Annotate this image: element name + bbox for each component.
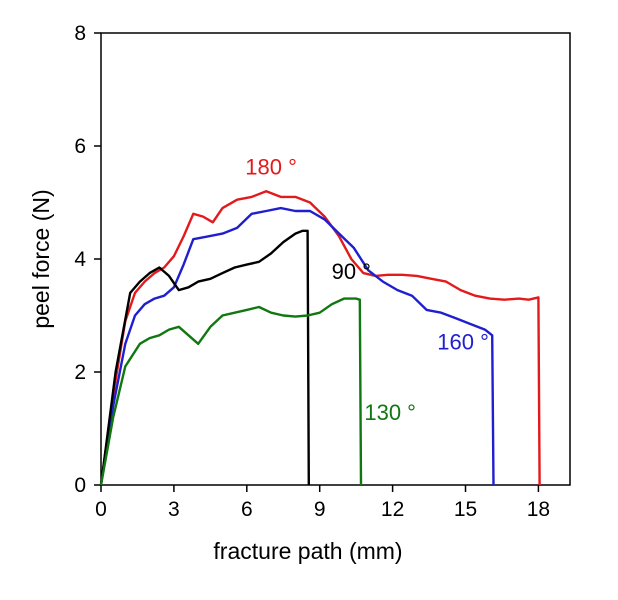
series-label: 160 ° [437,329,489,354]
y-tick-label: 0 [74,474,86,497]
y-tick-label: 6 [74,135,86,158]
series-line-2 [99,229,310,486]
series-labels: 180 ° 160 ° 90 ° 130 ° [245,154,489,425]
y-tick-label: 4 [74,248,86,271]
series-line-0 [99,189,541,486]
series-line-3 [99,297,363,486]
y-axis: 0 2 4 6 8 [74,22,101,497]
x-tick-label: 12 [381,498,404,521]
x-tick-label: 0 [95,498,107,521]
series-lines [99,189,541,486]
series-line-1 [99,206,495,486]
x-axis: 0 3 6 9 12 15 18 [95,485,550,521]
x-tick-label: 18 [527,498,550,521]
series-label: 130 ° [364,400,416,425]
y-tick-label: 2 [74,361,86,384]
x-tick-label: 9 [314,498,326,521]
series-label: 90 ° [332,259,371,284]
series-label: 180 ° [245,154,297,179]
y-axis-title: peel force (N) [28,189,54,328]
x-tick-label: 3 [168,498,180,521]
y-tick-label: 8 [74,22,86,45]
x-tick-label: 15 [454,498,477,521]
x-tick-label: 6 [241,498,253,521]
x-axis-title: fracture path (mm) [213,538,402,564]
